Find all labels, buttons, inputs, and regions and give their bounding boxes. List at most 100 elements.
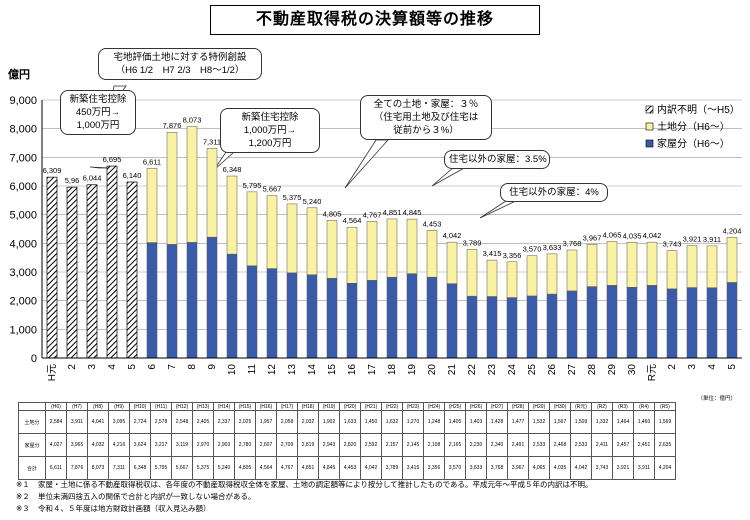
table-cell: 2,533 — [570, 433, 592, 457]
bar-total-label: 4,042 — [443, 231, 462, 240]
table-cell: 3,789 — [381, 456, 403, 480]
bar-house — [426, 276, 438, 359]
table-header-cell: (H16) — [255, 402, 277, 411]
table-cell: 4,845 — [318, 456, 340, 480]
table-cell: 4,453 — [339, 456, 361, 480]
table-cell: 4,027 — [45, 433, 67, 457]
y-tick-label: 9,000 — [9, 95, 37, 107]
table-cell: 3,119 — [171, 433, 193, 457]
bar-land — [446, 241, 458, 284]
bar-total-label: 5,375 — [283, 193, 302, 202]
bar-total-label: 5,795 — [243, 181, 262, 190]
table-cell: 2,157 — [381, 433, 403, 457]
table-cell: 3,356 — [423, 456, 445, 480]
x-tick-label: 16 — [347, 364, 358, 376]
bar-total-label: 4,042 — [643, 231, 662, 240]
x-tick-label: R元 — [647, 364, 658, 381]
bar-land — [726, 237, 738, 283]
annotation-line: 1,000万円 — [76, 120, 120, 131]
table-cell: 3,967 — [507, 456, 529, 480]
table-cell: 2,032 — [297, 410, 319, 434]
bar-house — [266, 268, 278, 359]
table-cell: 2,405 — [192, 410, 214, 434]
bar-land — [306, 207, 318, 276]
annotation-line: 450万円→ — [75, 107, 121, 118]
table-row: 合計 6,611 7,876 8,073 7,311 6,348 5,795 5,667 5,3… — [18, 456, 676, 480]
bar-total-label: 4,767 — [363, 210, 382, 219]
table-cell: 3,911 — [633, 456, 655, 480]
bar-total-label: 7,311 — [203, 137, 221, 146]
x-tick-label: 3 — [687, 364, 698, 370]
bar-total-label: 4,564 — [343, 216, 362, 225]
x-tick-label: 5 — [727, 364, 738, 370]
bar-land — [326, 220, 338, 279]
table-cell: 1,428 — [486, 410, 508, 434]
table-header-cell: (H18) — [297, 402, 319, 411]
bar-house — [306, 274, 318, 359]
table-cell: 2,607 — [255, 433, 277, 457]
y-tick-label: 3,000 — [9, 267, 37, 279]
bar-house — [706, 287, 718, 359]
bar-land — [346, 226, 358, 284]
bars — [46, 126, 738, 359]
bar-land — [466, 249, 478, 297]
table-header-cell: (R5) — [654, 402, 676, 411]
table-cell: 1,332 — [591, 410, 613, 434]
table-cell: 7,876 — [66, 456, 88, 480]
bar-total-label: 4,845 — [403, 208, 422, 217]
bar-land — [626, 242, 638, 288]
table-cell: 2,592 — [360, 433, 382, 457]
table-cell: 2,340 — [486, 433, 508, 457]
annotation-callout: 新築住宅控除 450万円→ 1,000万円 — [60, 90, 136, 135]
table-header-cell: (H12) — [171, 402, 193, 411]
callout-pointer — [89, 166, 112, 169]
annotation-line: 1,000万円→ — [243, 125, 297, 136]
y-tick-label: 7,000 — [9, 152, 37, 164]
legend-swatch — [645, 105, 654, 114]
bar-house — [326, 278, 338, 359]
table-header-cell: (H22) — [381, 402, 403, 411]
table-cell: 4,204 — [654, 456, 676, 480]
legend-swatch — [645, 122, 654, 131]
table-cell: 4,767 — [276, 456, 298, 480]
table-cell: 6,611 — [45, 456, 67, 480]
table-cell: 1,464 — [612, 410, 634, 434]
bar-house — [646, 285, 658, 359]
table-cell: 1,633 — [339, 410, 361, 434]
table-header-cell: (H9) — [108, 402, 130, 411]
chart-title: 不動産取得税の決算額等の推移 — [210, 5, 540, 35]
x-tick-label: 14 — [307, 364, 318, 376]
table-header-cell: (H21) — [360, 402, 382, 411]
table-cell: 4,216 — [108, 433, 130, 457]
x-tick-label: 21 — [447, 364, 458, 376]
annotation-callout: 住宅以外の家屋：4% — [500, 183, 608, 202]
x-tick-label: 10 — [227, 364, 238, 376]
table-cell: 2,943 — [318, 433, 340, 457]
bar-land — [206, 148, 218, 238]
table-header-cell: (H17) — [276, 402, 298, 411]
table-cell: 1,403 — [465, 410, 487, 434]
y-tick-label: 5,000 — [9, 210, 37, 222]
bar-total-label: 8,073 — [183, 116, 202, 125]
table-header-cell: (R2) — [591, 402, 613, 411]
bar-total-label: 3,570 — [523, 245, 542, 254]
bar-house — [446, 283, 458, 359]
bar-house — [606, 285, 618, 359]
table-header-cell: (R4) — [633, 402, 655, 411]
table-cell: 4,032 — [87, 433, 109, 457]
bar-land — [406, 218, 418, 274]
table-header-cell: (H26) — [465, 402, 487, 411]
bar-house — [726, 282, 738, 359]
bar-total-label: 6,140 — [123, 171, 142, 180]
bar-land — [506, 261, 518, 298]
annotation-line: 従前から３%） — [393, 125, 459, 136]
x-tick-label: 23 — [487, 364, 498, 376]
y-tick-label: 4,000 — [9, 238, 37, 250]
x-tick-label: 19 — [407, 364, 418, 376]
table-cell: 1,460 — [633, 410, 655, 434]
legend: 内訳不明（～H5） 土地分（H6～） 家屋分（H6～） — [645, 103, 740, 150]
x-tick-label: 6 — [147, 364, 158, 370]
table-row: 家屋分 4,027 3,965 4,032 4,216 3,624 3,217 3,119 2,… — [18, 433, 676, 457]
x-tick-label: 20 — [427, 364, 438, 376]
table-header-cell: (H10) — [129, 402, 151, 411]
